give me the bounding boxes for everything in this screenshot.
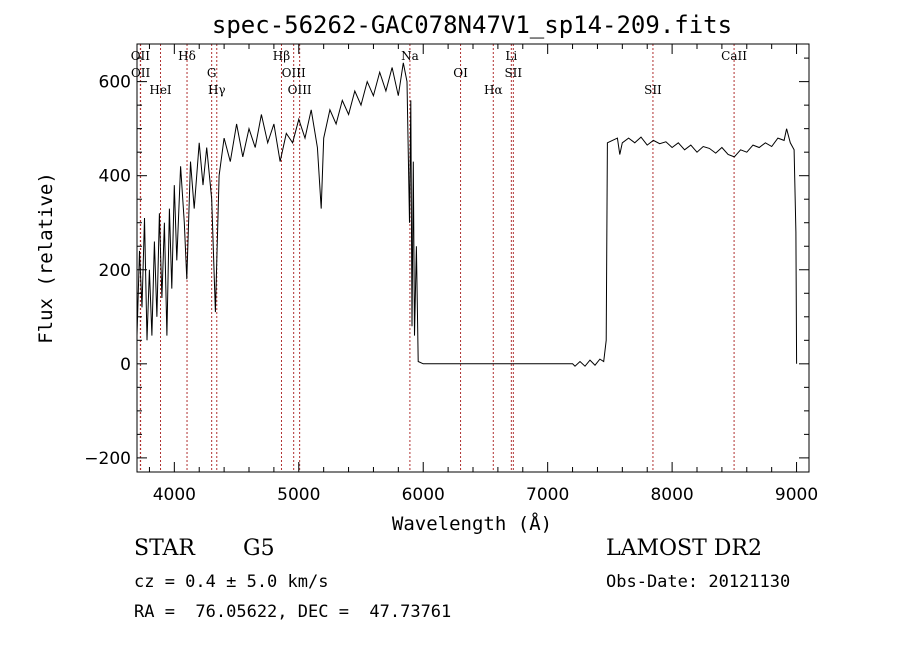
emission-line-label: OI: [453, 66, 468, 80]
emission-line-labels: OII OII HeI Hδ G Hγ Hβ OIII OIII Na OI Hα Li SII SII Ca…: [131, 49, 748, 97]
x-tick-label: 6000: [402, 485, 445, 505]
emission-line-label: Li: [505, 49, 517, 63]
x-tick-label: 8000: [650, 485, 693, 505]
coordinates: RA = 76.05622, DEC = 47.73761: [134, 602, 452, 622]
chart-title: spec-56262-GAC078N47V1_sp14-209.fits: [212, 11, 732, 39]
emission-line-label: CaII: [721, 49, 747, 63]
emission-line-markers: [139, 44, 735, 472]
emission-line-label: OII: [131, 66, 151, 80]
emission-line-label: SII: [644, 83, 662, 97]
emission-line-label: SII: [504, 66, 522, 80]
y-tick-label: 400: [99, 167, 131, 187]
spectrum-line: [136, 62, 798, 367]
x-tick-label: 4000: [153, 485, 196, 505]
emission-line-label: Hδ: [178, 49, 196, 63]
x-tick-label: 5000: [277, 485, 320, 505]
emission-line-label: Na: [401, 49, 419, 63]
emission-line-label: Hβ: [273, 49, 290, 63]
redshift-info: cz = 0.4 ± 5.0 km/s: [134, 572, 329, 592]
x-tick-label: 9000: [775, 485, 818, 505]
emission-line-label: Hγ: [208, 83, 226, 97]
emission-line-label: OIII: [288, 83, 312, 97]
y-axis-label: Flux (relative): [35, 172, 57, 344]
emission-line-label: G: [207, 66, 217, 80]
x-tick-label: 7000: [526, 485, 569, 505]
object-subclass: G5: [243, 536, 275, 561]
y-tick-label: 600: [99, 73, 131, 93]
y-tick-label: −200: [84, 449, 131, 469]
object-class: STAR: [134, 536, 195, 561]
emission-line-label: Hα: [484, 83, 503, 97]
x-axis: 4000 5000 6000 7000 8000 9000: [148, 44, 818, 505]
emission-line-label: OIII: [282, 66, 306, 80]
emission-line-label: OII: [131, 49, 151, 63]
emission-line-label: HeI: [149, 83, 172, 97]
observation-date: Obs-Date: 20121130: [606, 572, 791, 592]
x-axis-label: Wavelength (Å): [392, 512, 552, 535]
y-tick-label: 200: [99, 261, 131, 281]
survey-name: LAMOST DR2: [606, 536, 762, 561]
y-axis: −200 0 200 400 600: [84, 57, 809, 469]
plot-frame: [136, 43, 810, 473]
y-tick-label: 0: [120, 355, 131, 375]
